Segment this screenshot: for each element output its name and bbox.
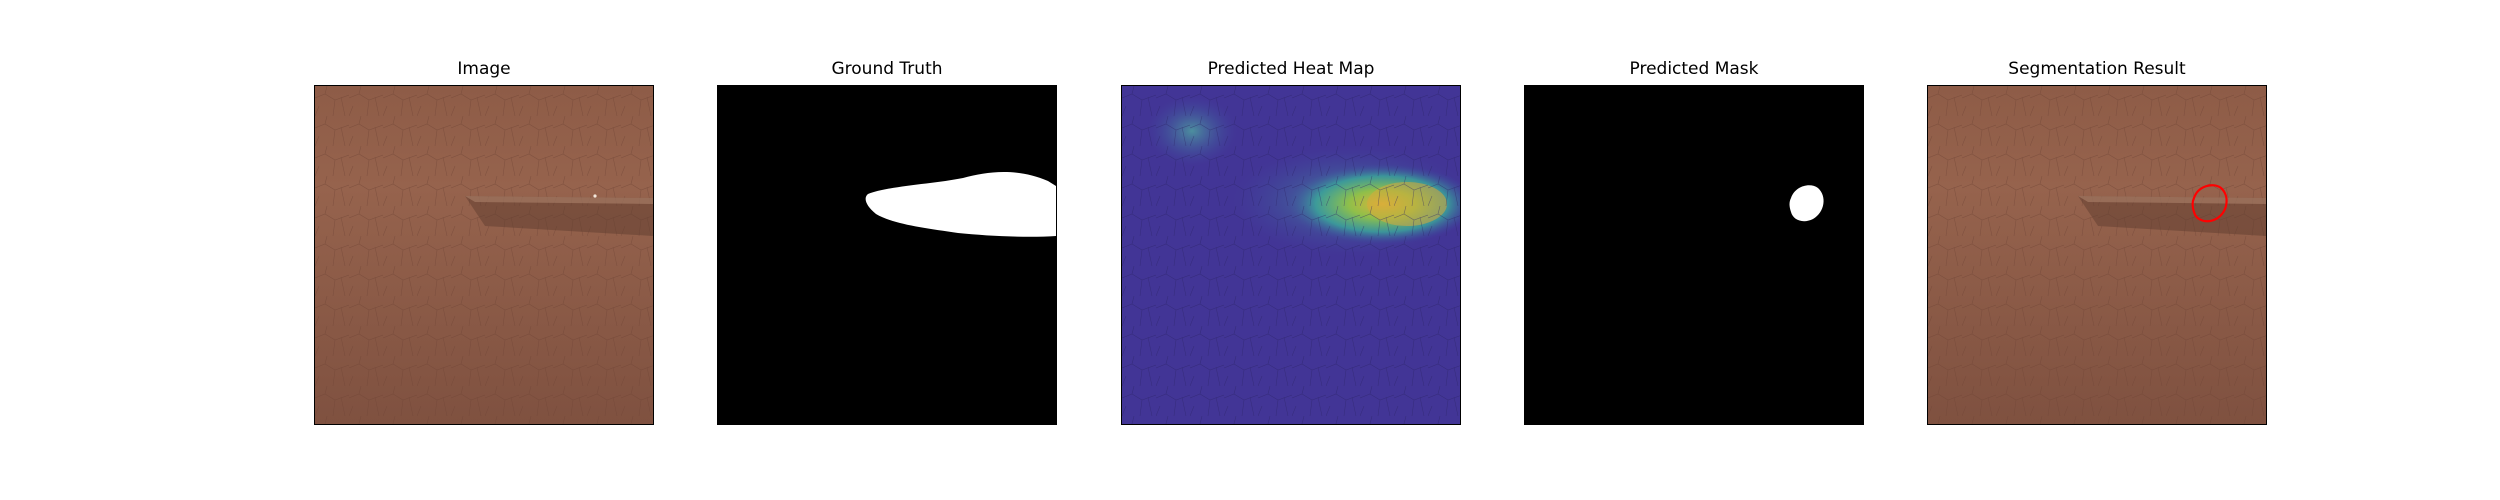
panel-title-heat-map: Predicted Heat Map xyxy=(1207,59,1375,79)
panel-image: Image xyxy=(314,55,654,430)
predicted-mask xyxy=(1525,86,1863,424)
panel-segmentation-result: Segmentation Result xyxy=(1927,55,2267,430)
panel-heat-map: Predicted Heat Map xyxy=(1121,55,1461,430)
segmentation-image xyxy=(1928,86,2266,424)
panel-title-segmentation-result: Segmentation Result xyxy=(2008,59,2186,79)
heat-map-frame xyxy=(1121,85,1461,425)
defect-fold xyxy=(465,196,653,236)
segmentation-result-frame xyxy=(1927,85,2267,425)
segmentation-contour xyxy=(2191,184,2228,223)
predicted-region xyxy=(1789,185,1824,222)
panel-predicted-mask: Predicted Mask xyxy=(1524,55,1864,430)
panel-ground-truth: Ground Truth xyxy=(717,55,1057,430)
image-frame xyxy=(314,85,654,425)
panel-title-predicted-mask: Predicted Mask xyxy=(1629,59,1759,79)
leather-image xyxy=(315,86,653,424)
ground-truth-frame xyxy=(717,85,1057,425)
panel-title-image: Image xyxy=(457,59,511,79)
ground-truth-mask xyxy=(718,86,1056,424)
panel-title-ground-truth: Ground Truth xyxy=(831,59,943,79)
predicted-mask-frame xyxy=(1524,85,1864,425)
ground-truth-region xyxy=(865,172,1056,237)
heat-map xyxy=(1122,86,1460,424)
